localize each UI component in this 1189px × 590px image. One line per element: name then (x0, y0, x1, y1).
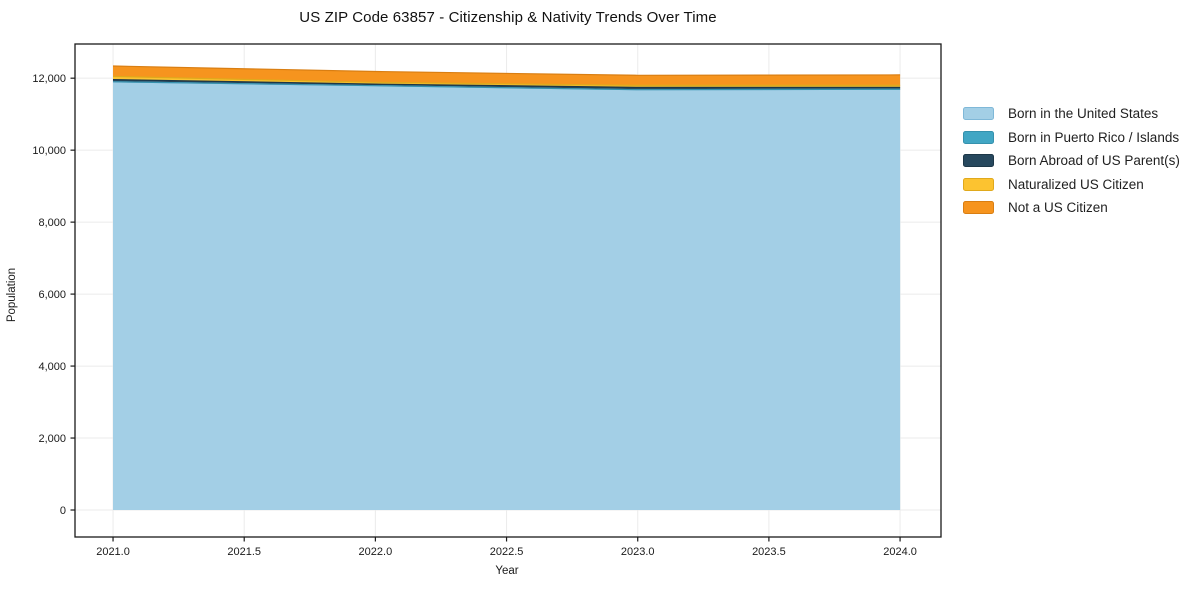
legend-item: Not a US Citizen (963, 196, 1180, 220)
y-tick-label: 6,000 (38, 289, 66, 301)
x-axis-label: Year (495, 565, 518, 577)
area-edge-line (112, 79, 901, 88)
legend-swatch-icon (963, 177, 994, 191)
y-tick-label: 0 (60, 505, 66, 517)
legend-swatch-icon (963, 154, 994, 168)
legend-label: Born in the United States (1008, 106, 1159, 122)
x-tick-label: 2023.0 (621, 546, 655, 558)
y-tick-label: 2,000 (38, 433, 66, 445)
x-tick-label: 2021.0 (96, 546, 130, 558)
legend-swatch-icon (963, 107, 994, 121)
legend-label: Not a US Citizen (1008, 200, 1108, 216)
x-tick-label: 2022.0 (359, 546, 393, 558)
x-tick-label: 2024.0 (883, 546, 917, 558)
area-born-in-the-united-states (113, 81, 901, 511)
area-edge-line (112, 81, 901, 91)
x-tick-label: 2021.5 (227, 546, 261, 558)
area-edge-line (112, 65, 901, 76)
legend-item: Born in Puerto Rico / Islands (963, 126, 1180, 150)
x-tick-label: 2022.5 (490, 546, 524, 558)
legend-item: Born Abroad of US Parent(s) (963, 149, 1180, 173)
y-tick-label: 10,000 (32, 145, 66, 157)
axes-spines (74, 43, 942, 538)
x-tick-label: 2023.5 (752, 546, 786, 558)
y-axis-label: Population (6, 268, 18, 322)
legend-label: Born Abroad of US Parent(s) (1008, 153, 1180, 169)
legend-item: Born in the United States (963, 102, 1180, 126)
plot-border (74, 43, 942, 538)
chart-title: US ZIP Code 63857 - Citizenship & Nativi… (299, 9, 717, 26)
stacked-areas (112, 65, 901, 511)
area-edge-line (112, 75, 901, 86)
y-tick-label: 12,000 (32, 73, 66, 85)
y-tick-label: 4,000 (38, 361, 66, 373)
legend: Born in the United States Born in Puerto … (963, 102, 1180, 220)
axis-ticks: 2021.0 2021.5 2022.0 2022.5 2023.0 2023.5 2024… (32, 73, 917, 558)
legend-label: Born in Puerto Rico / Islands (1008, 129, 1180, 145)
legend-swatch-icon (963, 130, 994, 144)
legend-swatch-icon (963, 201, 994, 215)
legend-item: Naturalized US Citizen (963, 173, 1180, 197)
y-tick-label: 8,000 (38, 217, 66, 229)
legend-label: Naturalized US Citizen (1008, 176, 1144, 192)
